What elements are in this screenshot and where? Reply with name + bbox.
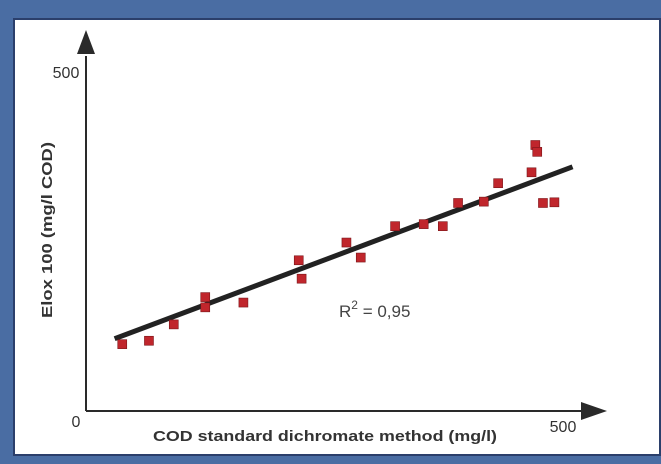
chart-panel: 500 0 500 COD standard dichromate method… (13, 18, 661, 456)
data-point (296, 273, 307, 284)
data-point (526, 167, 537, 178)
y-axis-arrow (77, 30, 95, 54)
r-squared-sup: 2 (351, 298, 358, 312)
data-point (238, 297, 249, 308)
data-point (493, 178, 503, 189)
data-point (117, 339, 128, 349)
r-squared-value: = 0,95 (358, 302, 410, 321)
r-squared-prefix: R (339, 302, 351, 321)
data-point (144, 335, 154, 346)
data-point (200, 292, 211, 302)
data-point (390, 221, 400, 231)
data-point (437, 221, 448, 231)
data-point (453, 198, 463, 208)
data-point (538, 198, 548, 208)
data-point (549, 197, 560, 208)
x-axis-label: COD standard dichromate method (mg/l) (153, 428, 497, 445)
x-tick-0: 0 (72, 414, 81, 431)
x-axis-arrow (581, 402, 607, 420)
data-point (418, 219, 429, 229)
data-point (355, 252, 366, 263)
y-axis-label: Elox 100 (mg/l COD) (39, 142, 56, 318)
y-tick-500: 500 (53, 65, 80, 82)
data-point (341, 237, 352, 248)
data-point (168, 319, 179, 330)
r-squared-annotation: R2 = 0,95 (339, 298, 410, 321)
data-point (200, 302, 211, 313)
trendline-layer (113, 164, 574, 342)
trendline (113, 164, 574, 342)
data-point (532, 147, 543, 157)
scatter-chart: 500 0 500 COD standard dichromate method… (39, 30, 607, 445)
data-point (479, 196, 489, 207)
data-point (293, 255, 304, 266)
x-tick-500: 500 (550, 419, 577, 436)
data-points-layer (117, 140, 560, 349)
